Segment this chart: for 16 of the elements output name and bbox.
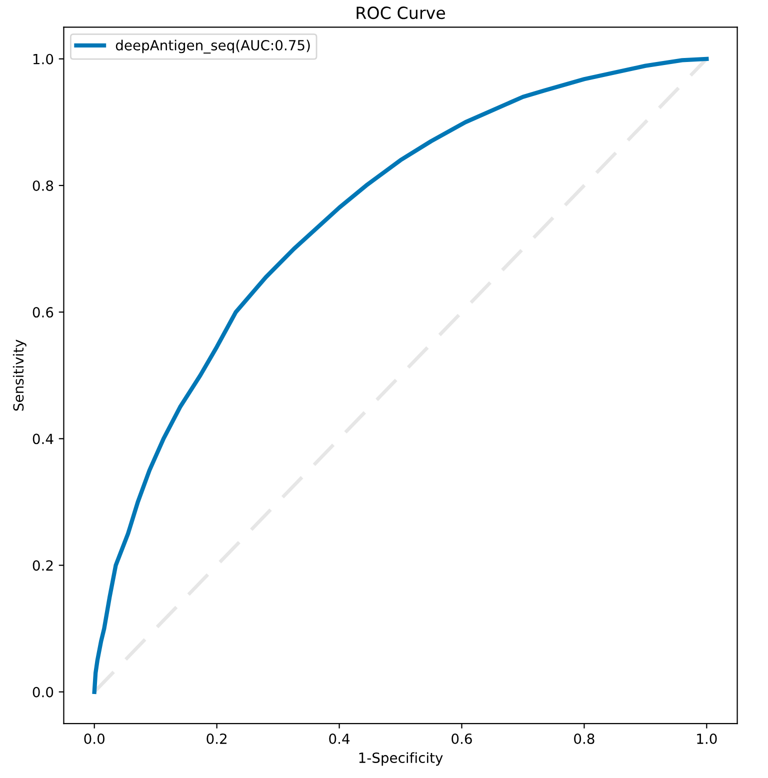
x-tick-label: 0.4 [329, 734, 350, 744]
x-tick-label: 1.0 [697, 734, 717, 744]
x-tick-label: 0.2 [206, 734, 226, 744]
y-tick-label: 0.0 [32, 686, 54, 698]
y-axis-title: Sensitivity [12, 340, 26, 411]
x-tick-label: 0.0 [84, 734, 104, 744]
x-axis-title: 1-Specificity [359, 752, 443, 766]
x-tick-label: 0.6 [452, 734, 472, 744]
y-tick-label: 0.6 [32, 307, 54, 318]
x-tick-label: 0.8 [574, 734, 594, 744]
y-tick-label: 0.4 [32, 434, 54, 444]
y-tick-label: 0.8 [32, 180, 54, 191]
y-tick-label: 1.0 [33, 54, 54, 64]
chart-title: ROC Curve [356, 6, 446, 20]
y-tick-label: 0.2 [32, 560, 53, 571]
legend-label: deepAntigen_seq(AUC:0.75) [116, 40, 310, 54]
